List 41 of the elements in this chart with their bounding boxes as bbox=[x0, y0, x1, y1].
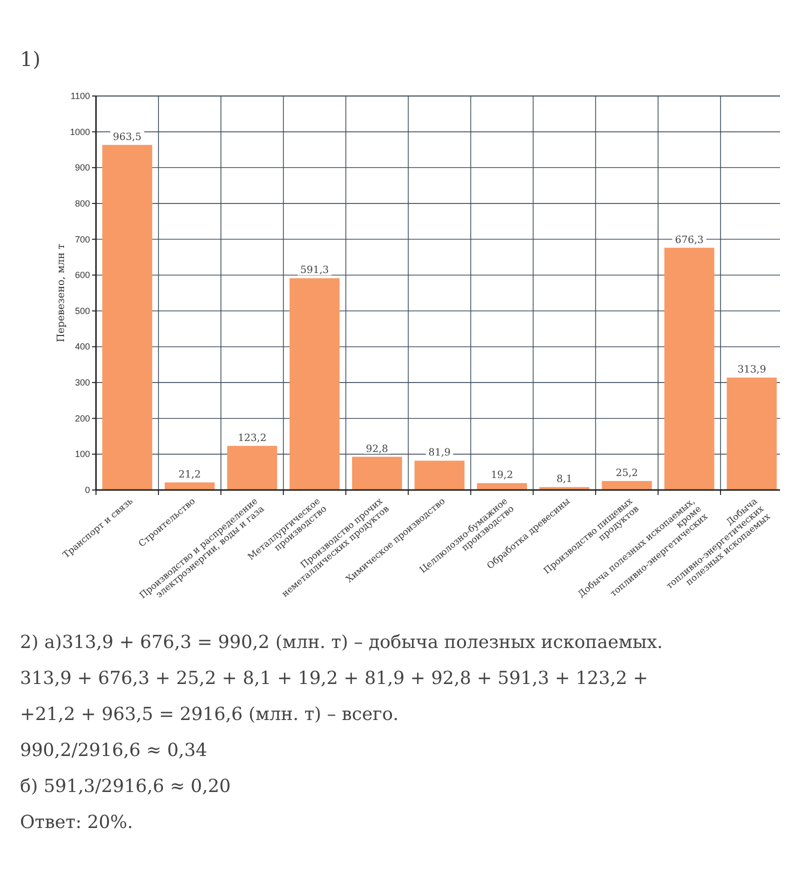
y-tick-label: 400 bbox=[74, 342, 90, 352]
bar bbox=[414, 460, 464, 490]
y-tick-label: 500 bbox=[74, 306, 90, 316]
y-tick-label: 900 bbox=[74, 162, 90, 173]
y-tick-label: 800 bbox=[74, 198, 90, 208]
y-tick-label: 1000 bbox=[70, 126, 90, 137]
y-tick-label: 600 bbox=[74, 270, 90, 280]
data-label: 25,2 bbox=[616, 468, 638, 479]
text: 313,9 + 676,3 + 25,2 + 8,1 + 19,2 + 81,9 + 92,8 + 591,3 + 123,2 + bbox=[20, 668, 648, 689]
data-label: 8,1 bbox=[556, 474, 572, 486]
y-tick-label: 1100 bbox=[70, 91, 90, 101]
text: б) 591,3/2916,6 ≈ 0,20 bbox=[20, 776, 231, 797]
bar bbox=[664, 248, 714, 490]
y-axis-title: Перевезено, млн т bbox=[56, 243, 67, 342]
chart-title: 1) bbox=[20, 47, 41, 71]
data-label: 313,9 bbox=[737, 364, 766, 376]
bar bbox=[290, 278, 340, 490]
bar bbox=[227, 446, 278, 490]
data-label: 92,8 bbox=[366, 444, 388, 455]
text: 2) а)313,9 + 676,3 = 990,2 (млн. т) – добыча полезных ископаемых. bbox=[20, 632, 663, 653]
data-label: 963,5 bbox=[112, 132, 142, 143]
text: 990,2/2916,6 ≈ 0,34 bbox=[20, 740, 208, 761]
y-tick-label: 100 bbox=[74, 449, 90, 460]
bar bbox=[476, 483, 527, 490]
bar bbox=[602, 480, 652, 490]
y-tick-label: 0 bbox=[84, 485, 90, 495]
data-label: 591,3 bbox=[300, 265, 329, 276]
data-label: 123,2 bbox=[238, 432, 266, 444]
bar bbox=[102, 144, 152, 490]
y-tick-label: 700 bbox=[74, 234, 90, 244]
y-tick-label: 300 bbox=[74, 378, 90, 388]
bar bbox=[352, 456, 402, 490]
y-tick-label: 200 bbox=[74, 413, 90, 424]
data-label: 81,9 bbox=[428, 448, 451, 459]
bar bbox=[726, 378, 777, 490]
text: Ответ: 20%. bbox=[20, 812, 133, 833]
data-label: 19,2 bbox=[490, 470, 514, 482]
bar bbox=[164, 482, 215, 490]
data-label: 21,2 bbox=[178, 469, 201, 480]
data-label: 676,3 bbox=[675, 234, 704, 246]
text: +21,2 + 963,5 = 2916,6 (млн. т) – всего. bbox=[20, 704, 399, 725]
